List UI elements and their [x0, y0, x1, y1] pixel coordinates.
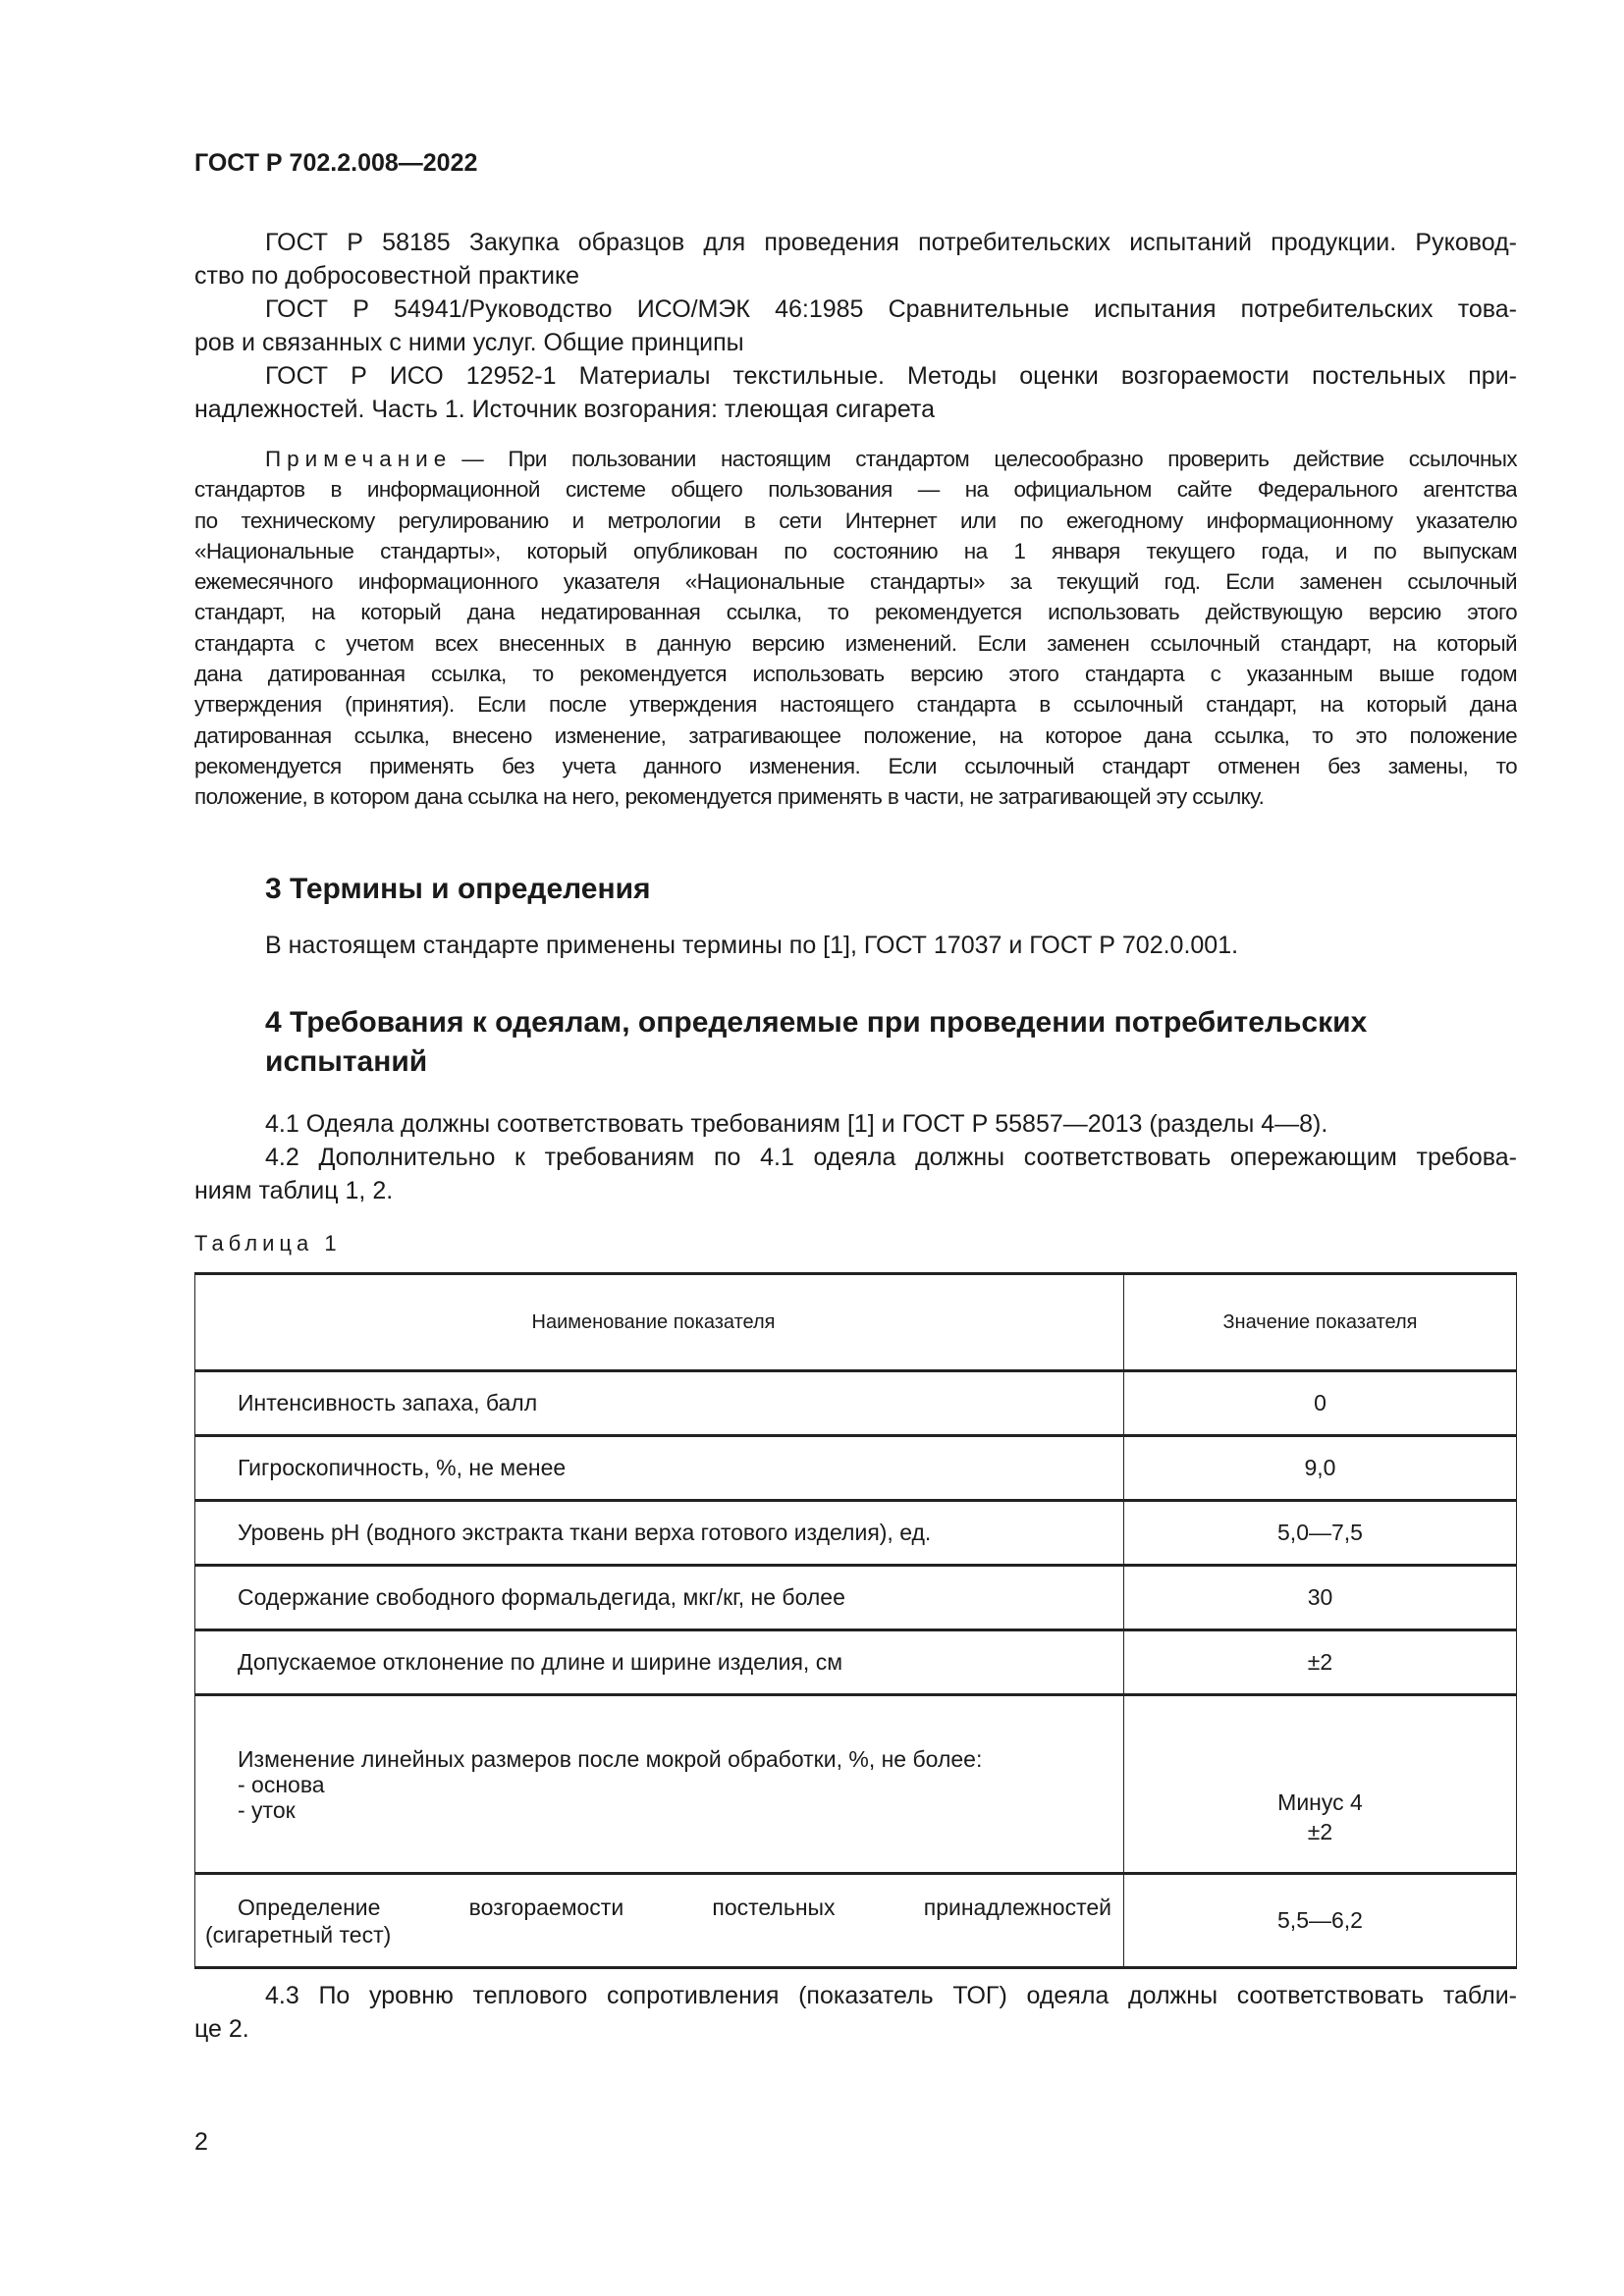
table-row: Допускаемое отклонение по длине и ширине…: [194, 1629, 1517, 1696]
text-line: 4.2 Дополнительно к требованиям по 4.1 о…: [265, 1144, 1517, 1171]
text-line: стандарт, на который дана недатированная…: [194, 600, 1517, 625]
table-row: Интенсивность запаха, балл 0: [194, 1369, 1517, 1437]
text-line: — При пользовании настоящим стандартом ц…: [461, 447, 1517, 471]
text-line: 4.1 Одеяла должны соответствовать требов…: [265, 1110, 1328, 1138]
table-row: Содержание свободного формальдегида, мкг…: [194, 1564, 1517, 1631]
reference-item: ГОСТ Р 54941/Руководство ИСО/МЭК 46:1985…: [194, 293, 1517, 359]
text-line: ров и связанных с ними услуг. Общие прин…: [194, 329, 744, 356]
cell-value: ±2: [1307, 1819, 1333, 1844]
references-list: ГОСТ Р 58185 Закупка образцов для провед…: [194, 226, 1517, 426]
text-line: ство по добросовестной практике: [194, 262, 580, 290]
table-caption: Таблица 1: [194, 1231, 342, 1255]
reference-item: ГОСТ Р 58185 Закупка образцов для провед…: [194, 226, 1517, 293]
text-line: положение, в котором дана ссылка на него…: [194, 784, 1265, 810]
section-4-heading: 4 Требования к одеялам, определяемые при…: [265, 1003, 1517, 1082]
table-row: Уровень pH (водного экстракта ткани верх…: [194, 1499, 1517, 1567]
paragraph-4-3: 4.3 По уровню теплового сопротивления (п…: [194, 1979, 1517, 2046]
text-line: датированная ссылка, внесено изменение, …: [194, 722, 1517, 748]
requirements-table: Наименование показателя Значение показат…: [194, 1272, 1517, 1969]
cell-name: Изменение линейных размеров после мокрой…: [238, 1745, 983, 1772]
cell-value: 5,5—6,2: [1123, 1872, 1517, 1969]
text-line: ГОСТ Р 54941/Руководство ИСО/МЭК 46:1985…: [265, 295, 1517, 323]
text-line: ниям таблиц 1, 2.: [194, 1177, 394, 1204]
text-line: це 2.: [194, 2015, 249, 2043]
text-line: стандарта с учетом всех внесенных в данн…: [194, 630, 1517, 656]
cell-name: Определение возгораемости постельных при…: [238, 1894, 1111, 1920]
cell-name: Уровень pH (водного экстракта ткани верх…: [194, 1499, 1124, 1567]
cell-subitem: - уток: [238, 1796, 296, 1823]
text-line: ГОСТ Р 58185 Закупка образцов для провед…: [265, 229, 1517, 256]
paragraph-4-1: 4.1 Одеяла должны соответствовать требов…: [194, 1107, 1517, 1141]
document-code-header: ГОСТ Р 702.2.008—2022: [194, 149, 478, 177]
cell-value: 9,0: [1123, 1434, 1517, 1502]
note-label: Примечание: [265, 447, 453, 471]
table-row: Гигроскопичность, %, не менее 9,0: [194, 1434, 1517, 1502]
cell-name: Гигроскопичность, %, не менее: [194, 1434, 1124, 1502]
text-line: 4.3 По уровню теплового сопротивления (п…: [265, 1982, 1517, 2009]
table-header-row: Наименование показателя Значение показат…: [194, 1272, 1517, 1372]
text-line: «Национальные стандарты», который опубли…: [194, 538, 1517, 563]
text-line: дана датированная ссылка, то рекомендует…: [194, 662, 1517, 687]
cell-name: (сигаретный тест): [205, 1921, 392, 1948]
paragraph-4-2: 4.2 Дополнительно к требованиям по 4.1 о…: [194, 1141, 1517, 1207]
table-row: Изменение линейных размеров после мокрой…: [194, 1693, 1517, 1875]
column-header-name: Наименование показателя: [194, 1272, 1124, 1372]
text-line: ежемесячного информационного указателя «…: [194, 569, 1517, 595]
table-row: Определение возгораемости постельных при…: [194, 1872, 1517, 1969]
text-line: рекомендуется применять без учета данног…: [194, 753, 1517, 778]
page-number: 2: [194, 2128, 208, 2156]
section-3-heading: 3 Термины и определения: [265, 873, 651, 905]
reference-item: ГОСТ Р ИСО 12952-1 Материалы текстильные…: [194, 359, 1517, 426]
text-line: утверждения (принятия). Если после утвер…: [194, 692, 1517, 718]
cell-value: ±2: [1123, 1629, 1517, 1696]
column-header-value: Значение показателя: [1123, 1272, 1517, 1372]
text-line: ГОСТ Р ИСО 12952-1 Материалы текстильные…: [265, 362, 1517, 390]
cell-value: 30: [1123, 1564, 1517, 1631]
heading-line: испытаний: [265, 1045, 428, 1078]
note-block: Примечание — При пользовании настоящим с…: [194, 444, 1517, 813]
cell-value: 5,0—7,5: [1123, 1499, 1517, 1567]
note-lines: стандартов в информационной системе обще…: [194, 474, 1517, 812]
text-line: надлежностей. Часть 1. Источник возгоран…: [194, 396, 935, 423]
cell-value: Минус 4: [1277, 1789, 1363, 1815]
cell-name: Допускаемое отклонение по длине и ширине…: [194, 1629, 1124, 1696]
section-3-text: В настоящем стандарте применены термины …: [265, 932, 1239, 959]
note-first-line: Примечание — При пользовании настоящим с…: [194, 444, 1517, 474]
text-line: стандартов в информационной системе обще…: [194, 477, 1517, 503]
cell-name: Содержание свободного формальдегида, мкг…: [194, 1564, 1124, 1631]
cell-value: 0: [1123, 1369, 1517, 1437]
cell-subitem: - основа: [238, 1771, 325, 1797]
heading-line: 4 Требования к одеялам, определяемые при…: [265, 1006, 1368, 1039]
cell-name: Интенсивность запаха, балл: [194, 1369, 1124, 1437]
text-line: по техническому регулированию и метролог…: [194, 507, 1517, 533]
